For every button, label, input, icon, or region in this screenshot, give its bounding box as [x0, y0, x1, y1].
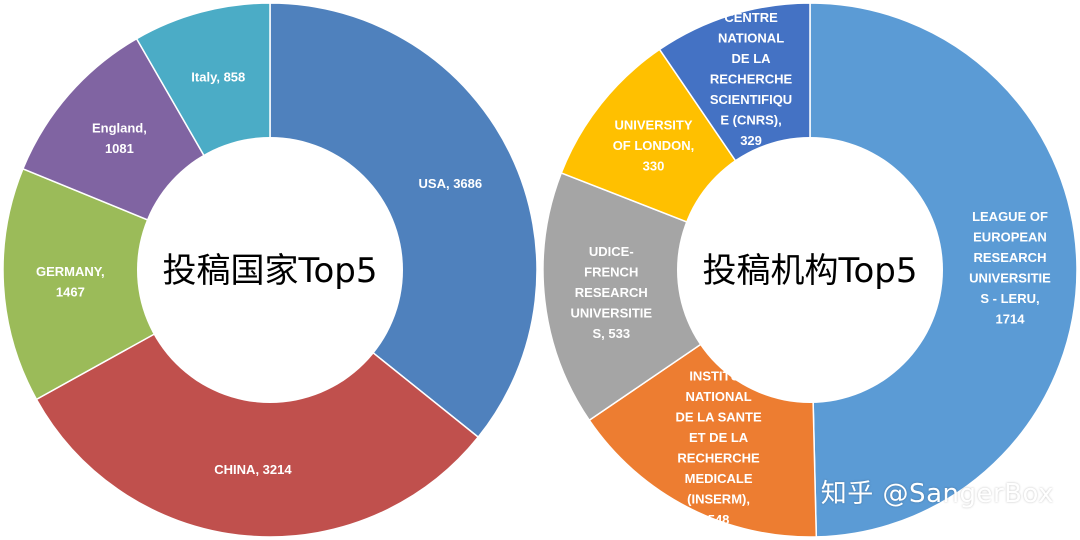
- slice-label-udice-french-research-universities: UDICE-FRENCH RESEARCH UNIVERSITIE S, 533: [570, 244, 652, 341]
- slice-usa: [269, 2, 538, 439]
- slice-udice-french-research-universities: [542, 171, 812, 422]
- slice-label-england: England, 1081: [92, 121, 147, 157]
- center-title: 投稿国家Top5: [162, 251, 377, 291]
- slice-germany: [2, 167, 272, 401]
- slice-league-of-european-research-universities-leru: [809, 2, 1078, 538]
- center-title: 投稿机构Top5: [702, 251, 917, 291]
- slice-label-league-of-european-research-universities-leru: LEAGUE OF EUROPEAN RESEARCH UNIVERSITIE S - …: [969, 209, 1051, 327]
- slice-china: [35, 269, 480, 538]
- donut-chart-1: USA, 3686 CHINA, 3214 GERMANY, 1467 England,…: [2, 2, 538, 538]
- slice-label-centre-national-de-la-recherche-scientifique-cnrs: CENTRE NATIONAL DE LA RECHERCHE SCIENTIFIQU E…: [710, 10, 793, 148]
- donut-hole: [677, 137, 943, 403]
- slice-label-germany: GERMANY, 1467: [36, 264, 105, 300]
- slice-label-usa: USA, 3686: [419, 176, 483, 191]
- watermark: 知乎 @SangerBox: [820, 479, 1054, 509]
- slice-label-university-of-london: UNIVERSITY OF LONDON, 330: [613, 117, 695, 173]
- slice-label-china: CHINA, 3214: [214, 462, 292, 477]
- slice-label-italy: Italy, 858: [191, 69, 245, 84]
- slice-label-institut-national-de-la-sante-et-de-la-recherche-medicale-inserm: INSTITUT NATIONAL DE LA SANTE ET DE LA RECHE…: [675, 369, 762, 528]
- donut-hole: [137, 137, 403, 403]
- donut-chart-2: LEAGUE OF EUROPEAN RESEARCH UNIVERSITIE S - …: [542, 2, 1078, 538]
